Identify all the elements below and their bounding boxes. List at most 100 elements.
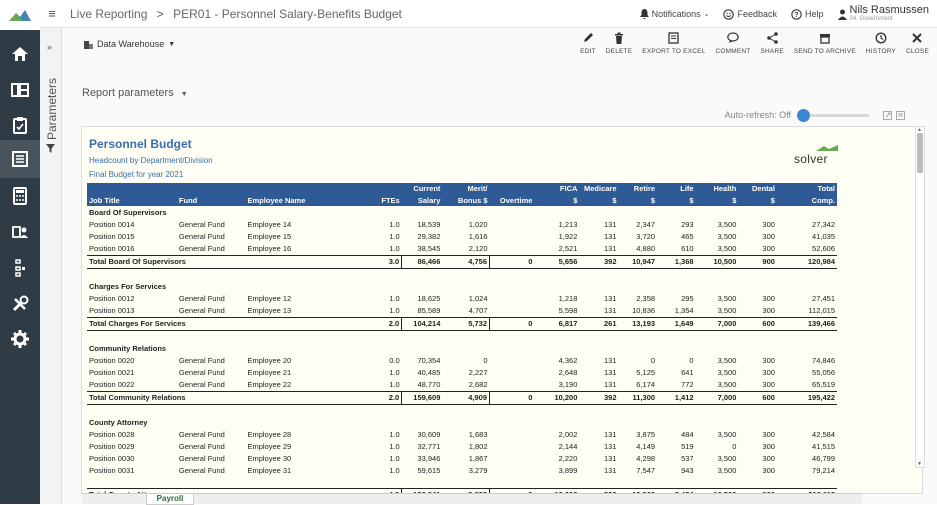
table-cell: 120,984 xyxy=(776,254,837,269)
list-view-icon[interactable] xyxy=(896,110,905,120)
header-cell: $ xyxy=(579,194,619,206)
table-cell: 641 xyxy=(681,367,694,377)
table-cell: Employee 12 xyxy=(247,293,292,303)
slider-knob[interactable] xyxy=(797,108,810,122)
parameters-panel[interactable]: » Parameters xyxy=(40,28,62,504)
table-cell: 300 xyxy=(762,293,775,303)
total-row: Total Community Relations 2.0 159,609 4,909… xyxy=(87,390,837,405)
home-icon[interactable] xyxy=(8,42,32,66)
table-cell: Position 0029 xyxy=(89,442,135,451)
scroll-down-icon[interactable]: ▼ xyxy=(917,461,922,467)
table-cell xyxy=(490,305,535,317)
auto-refresh-slider[interactable] xyxy=(797,108,869,122)
table-cell: Position 0020 xyxy=(89,356,135,366)
filter-icon[interactable] xyxy=(46,140,55,158)
comment-button[interactable]: COMMENT xyxy=(716,32,751,55)
tools-icon[interactable] xyxy=(8,292,32,316)
group-header-row: Board Of Supervisors xyxy=(87,206,837,219)
table-cell: 85,589 xyxy=(417,305,441,315)
expand-chevron-icon[interactable]: » xyxy=(47,42,53,52)
table-cell xyxy=(490,429,535,441)
table-cell: 2,002 xyxy=(558,430,578,440)
clipboard-icon[interactable] xyxy=(8,113,32,137)
delete-button[interactable]: DELETE xyxy=(606,32,633,55)
table-cell: 600 xyxy=(738,316,777,331)
svg-text:?: ? xyxy=(794,12,798,19)
table-cell: 3,190 xyxy=(558,379,578,389)
user-menu[interactable]: Nils Rasmussen 04. Government xyxy=(837,4,929,23)
table-cell: 3,500 xyxy=(717,379,737,389)
table-cell: 79,214 xyxy=(812,465,835,475)
close-button[interactable]: CLOSE xyxy=(906,32,929,55)
table-row: Position 0012 General Fund Employee 12 1.0 1… xyxy=(87,293,837,305)
edit-button[interactable]: EDIT xyxy=(580,32,596,55)
export-excel-button[interactable]: EXPORT TO EXCEL xyxy=(642,32,705,55)
header-cell: $ xyxy=(618,194,658,206)
notifications-button[interactable]: Notifications ⌄ xyxy=(639,9,710,19)
user-name: Nils Rasmussen xyxy=(849,4,929,16)
table-cell: 1,802 xyxy=(468,442,488,451)
header-cell: Medicare xyxy=(579,183,619,195)
table-cell: General Fund xyxy=(178,465,225,475)
hierarchy-icon[interactable] xyxy=(8,256,32,280)
table-cell: Position 0012 xyxy=(89,293,135,303)
org-chart-icon[interactable] xyxy=(8,78,32,102)
history-button[interactable]: HISTORY xyxy=(866,32,896,55)
table-cell: 772 xyxy=(681,379,694,389)
feedback-button[interactable]: Feedback xyxy=(723,8,777,20)
scroll-up-icon[interactable]: ▲ xyxy=(917,127,922,133)
header-cell: Overtime xyxy=(489,194,535,206)
table-cell: 900 xyxy=(738,488,777,493)
table-cell: Employee 16 xyxy=(247,243,292,253)
chevron-down-icon: ⌄ xyxy=(703,11,710,18)
help-button[interactable]: ? Help xyxy=(791,8,824,20)
export-label: EXPORT TO EXCEL xyxy=(642,48,706,55)
archive-icon xyxy=(819,34,830,44)
table-cell: Employee 22 xyxy=(247,379,292,389)
table-cell: 10,500 xyxy=(695,488,739,493)
table-cell: Total Charges For Services xyxy=(87,316,357,331)
excel-icon xyxy=(668,32,680,44)
calculator-icon[interactable] xyxy=(8,184,32,208)
table-cell: 1,616 xyxy=(468,231,488,241)
vertical-scrollbar[interactable]: ▲ ▼ xyxy=(915,126,925,468)
table-cell: 1,368 xyxy=(657,254,696,269)
report-parameters-toggle[interactable]: Report parameters ▼ xyxy=(82,87,188,99)
expand-icon[interactable] xyxy=(883,110,892,120)
table-cell: 2.0 xyxy=(356,316,402,331)
table-cell: 3,500 xyxy=(717,293,737,303)
settings-gear-icon[interactable] xyxy=(8,327,32,351)
table-cell: 5,732 xyxy=(442,316,490,331)
table-cell: 1,412 xyxy=(657,390,696,405)
table-cell: 519 xyxy=(681,442,694,451)
data-user-icon[interactable] xyxy=(8,220,32,244)
header-cell: FICA xyxy=(534,183,580,195)
table-cell: 0 xyxy=(489,316,535,331)
table-cell: 300 xyxy=(762,219,775,229)
table-cell: 2.0 xyxy=(356,390,402,405)
table-cell: 52,606 xyxy=(812,243,835,253)
table-cell: Position 0030 xyxy=(89,453,135,463)
spacer-row xyxy=(87,477,837,489)
table-cell: 1,649 xyxy=(657,316,696,331)
table-cell: 600 xyxy=(738,390,777,405)
data-source-selector[interactable]: Data Warehouse ▼ xyxy=(84,39,175,49)
reports-icon[interactable] xyxy=(0,140,40,178)
table-cell xyxy=(490,379,535,391)
send-to-archive-button[interactable]: SEND TO ARCHIVE xyxy=(794,32,856,55)
table-cell: 2,484 xyxy=(657,488,696,493)
table-cell: General Fund xyxy=(178,442,225,451)
scrollbar-thumb[interactable] xyxy=(917,133,923,173)
sheet-tab-payroll[interactable]: Payroll xyxy=(146,494,194,505)
table-cell xyxy=(490,367,535,379)
table-cell: 484 xyxy=(681,430,694,440)
table-cell: 2,220 xyxy=(558,453,578,463)
table-cell: 156,941 xyxy=(401,488,443,493)
share-button[interactable]: SHARE xyxy=(760,32,784,55)
spacer-row xyxy=(87,268,837,280)
hamburger-menu-icon[interactable]: ≡ xyxy=(48,6,56,21)
table-cell: 1,867 xyxy=(468,453,488,463)
table-cell: 19,869 xyxy=(618,488,658,493)
table-cell: 3,500 xyxy=(717,367,737,377)
breadcrumb-parent[interactable]: Live Reporting xyxy=(70,6,148,21)
